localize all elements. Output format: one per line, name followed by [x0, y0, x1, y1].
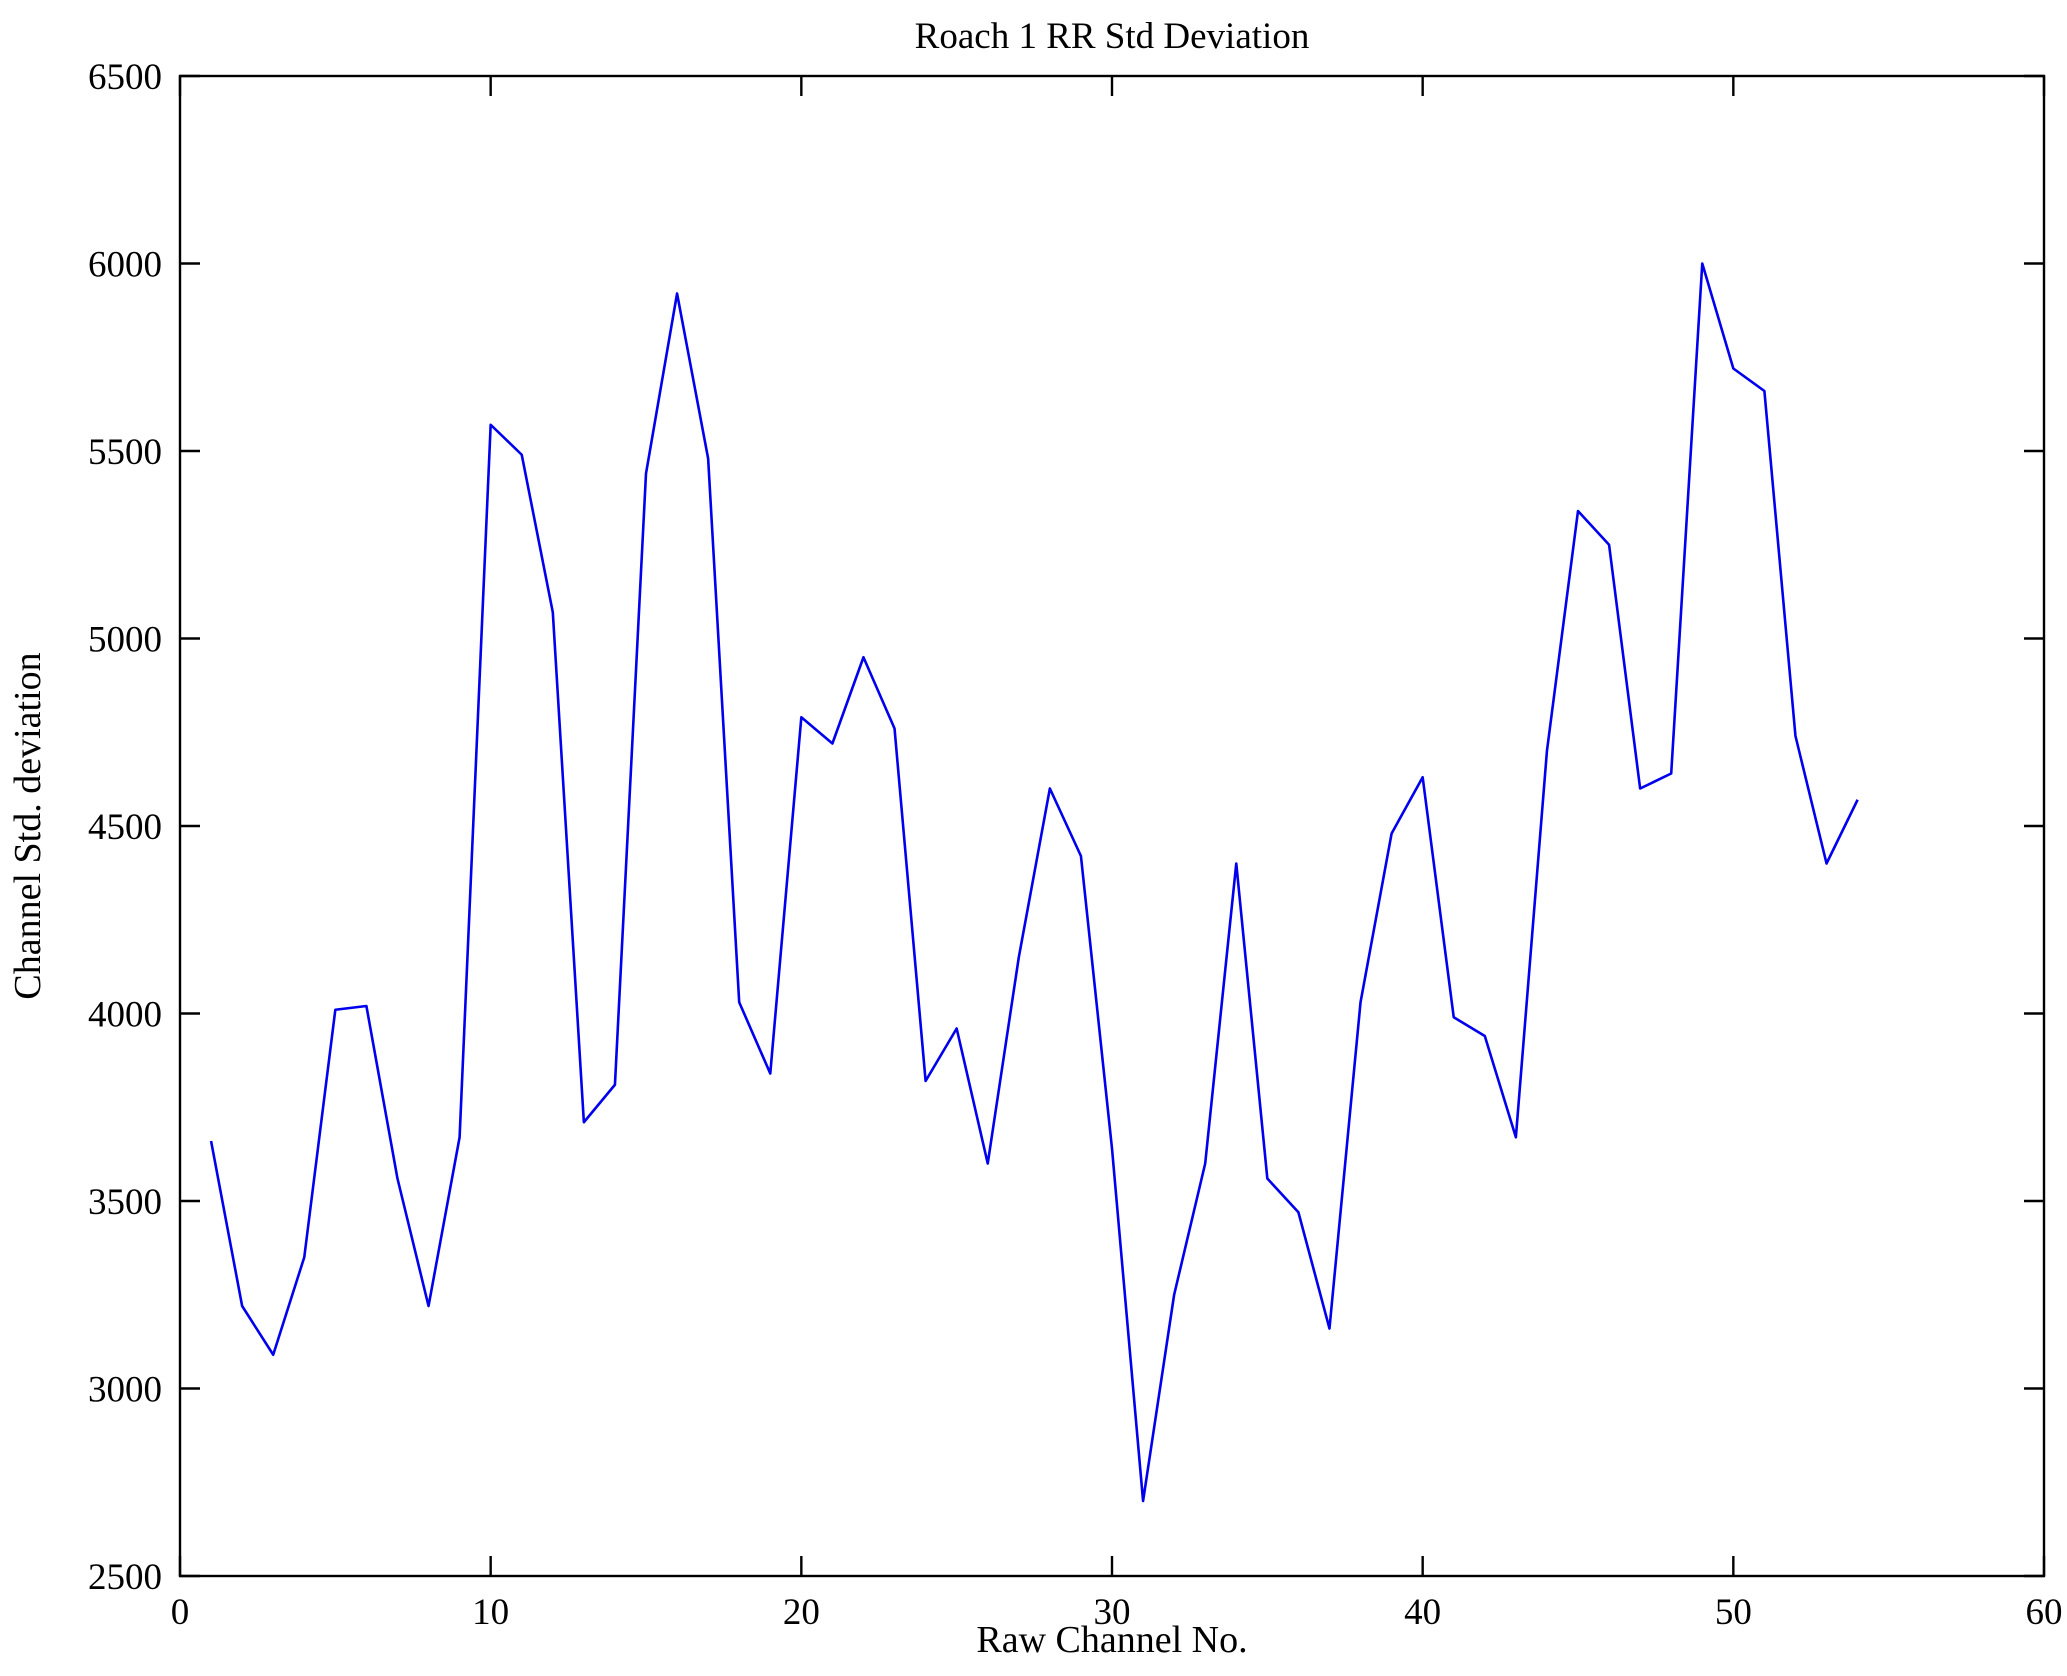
y-tick-label: 6000 — [88, 245, 162, 286]
y-tick-label: 2500 — [88, 1557, 162, 1598]
y-tick-label: 5500 — [88, 432, 162, 473]
x-tick-label: 0 — [171, 1592, 190, 1633]
y-tick-label: 3500 — [88, 1182, 162, 1223]
y-tick-label: 4000 — [88, 995, 162, 1036]
x-tick-label: 20 — [783, 1592, 820, 1633]
plot-box — [178, 74, 2046, 1578]
x-tick-label: 50 — [1715, 1592, 1752, 1633]
x-tick-label: 30 — [1094, 1592, 1131, 1633]
x-tick-label: 40 — [1404, 1592, 1441, 1633]
y-tick-label: 6500 — [88, 57, 162, 98]
y-tick-label: 4500 — [88, 807, 162, 848]
x-tick-label: 60 — [2026, 1592, 2063, 1633]
y-axis-label: Channel Std. deviation — [7, 652, 49, 999]
x-tick-label: 10 — [472, 1592, 509, 1633]
y-tick-label: 3000 — [88, 1370, 162, 1411]
x-axis-label: Raw Channel No. — [976, 1619, 1247, 1661]
chart-title: Roach 1 RR Std Deviation — [915, 16, 1310, 57]
y-tick-label: 5000 — [88, 620, 162, 661]
data-line — [209, 262, 1859, 1503]
